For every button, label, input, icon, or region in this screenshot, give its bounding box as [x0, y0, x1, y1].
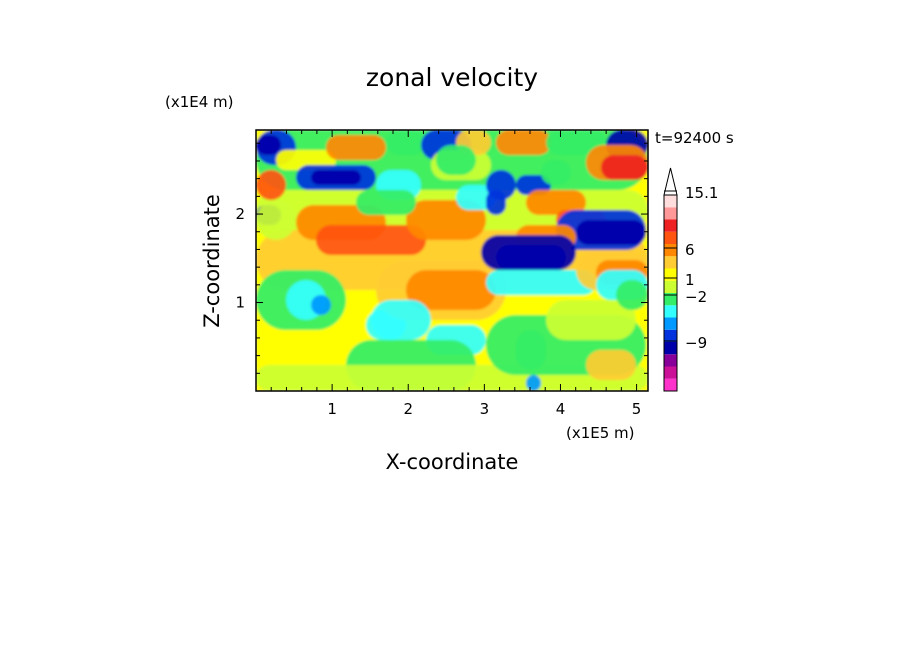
contour-blob	[546, 300, 636, 340]
contour-blob	[576, 220, 646, 245]
contour-blob	[486, 170, 516, 200]
contour-blob	[311, 170, 361, 185]
colorbar-label: −9	[685, 334, 707, 352]
colorbar-frame	[663, 194, 678, 392]
contour-blob	[601, 155, 648, 180]
contour-blob	[356, 190, 416, 215]
contour-blob	[546, 130, 606, 155]
colorbar-segment	[664, 366, 677, 379]
colorbar-segment	[664, 329, 677, 342]
colorbar: 15.1 6 1−2 −9	[663, 167, 718, 392]
contour-blob	[406, 270, 496, 310]
colorbar-segment	[664, 317, 677, 330]
colorbar-segment	[664, 305, 677, 318]
colorbar-label: −2	[685, 288, 707, 306]
contour-blob	[526, 375, 541, 391]
colorbar-segment	[664, 231, 677, 244]
contour-fill	[256, 130, 648, 391]
contour-blob	[256, 135, 281, 155]
x-tick-label: 5	[632, 400, 642, 418]
time-label: t=92400 s	[655, 129, 734, 147]
colorbar-segment	[664, 280, 677, 293]
colorbar-segment	[664, 354, 677, 367]
x-tick-label: 3	[480, 400, 490, 418]
contour-blob	[586, 350, 636, 380]
contour-blob	[316, 225, 426, 255]
contour-blob	[616, 280, 648, 310]
contour-blob	[326, 135, 386, 160]
x-tick-label: 2	[403, 400, 413, 418]
y-unit-label: (x1E4 m)	[165, 93, 234, 111]
colorbar-segment	[664, 219, 677, 232]
contour-blob	[371, 300, 431, 340]
colorbar-segment	[664, 195, 677, 208]
colorbar-segment	[664, 268, 677, 281]
x-unit-label: (x1E5 m)	[566, 424, 635, 442]
y-tick-label: 2	[235, 205, 245, 223]
x-tick-label: 4	[556, 400, 566, 418]
contour-blob	[541, 160, 571, 185]
contour-blob	[496, 130, 551, 155]
contour-blob	[516, 330, 546, 370]
colorbar-label: 15.1	[685, 184, 718, 202]
colorbar-segment	[664, 342, 677, 355]
contour-blob	[406, 200, 486, 240]
contour-blob	[256, 200, 296, 240]
contour-blob	[256, 170, 286, 200]
x-tick-label: 1	[327, 400, 337, 418]
colorbar-label: 1	[685, 271, 695, 289]
contour-blob	[386, 130, 426, 155]
colorbar-segment	[664, 293, 677, 306]
contour-blob	[496, 245, 566, 270]
plot-axes: 1 2 3 4 5 1 2	[235, 129, 649, 418]
contour-blob	[486, 270, 596, 295]
colorbar-segment	[664, 378, 677, 391]
contour-blob	[311, 295, 331, 315]
colorbar-label: 6	[685, 241, 695, 259]
x-axis-label: X-coordinate	[386, 450, 519, 474]
contour-blob	[436, 145, 476, 175]
y-axis-label: Z-coordinate	[200, 194, 224, 328]
y-tick-label: 1	[235, 294, 245, 312]
colorbar-segment	[664, 207, 677, 220]
contour-blob	[526, 190, 586, 215]
colorbar-segment	[664, 256, 677, 269]
plot-frame	[255, 129, 649, 392]
contour-field	[256, 130, 648, 391]
chart-title: zonal velocity	[366, 63, 538, 92]
colorbar-segment	[664, 244, 677, 257]
